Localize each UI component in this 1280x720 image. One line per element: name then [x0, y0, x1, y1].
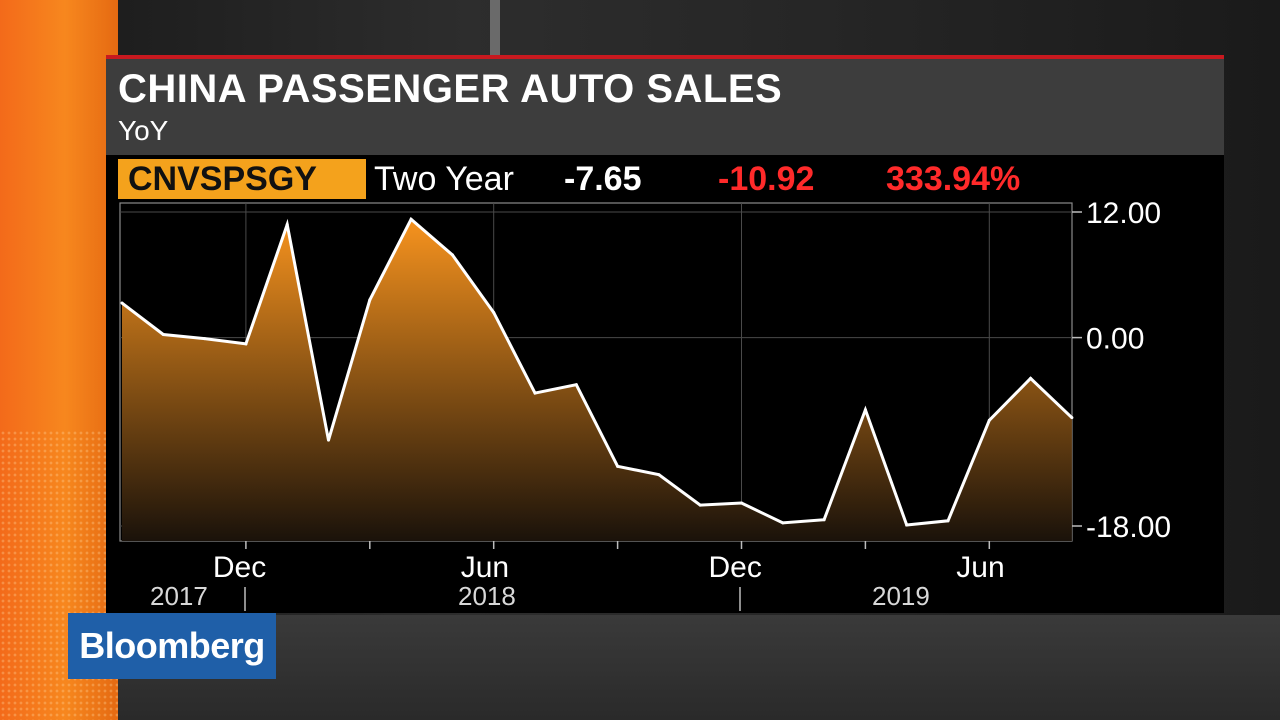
data-point-2019-02 — [822, 518, 826, 522]
data-point-2019-01 — [781, 521, 785, 525]
data-point-2018-11 — [698, 503, 702, 507]
ticker-symbol-badge: CNVSPSGY — [118, 159, 366, 199]
data-point-2018-04 — [409, 217, 413, 221]
data-point-2018-07 — [533, 391, 537, 395]
data-point-2018-06 — [492, 310, 496, 314]
data-point-2018-02 — [327, 438, 330, 442]
series-area — [122, 219, 1072, 542]
data-point-2019-07 — [1029, 376, 1033, 380]
last-value: -7.65 — [564, 160, 642, 198]
data-point-2018-05 — [450, 253, 454, 257]
period-label: Two Year — [374, 160, 514, 198]
net-change: -10.92 — [718, 160, 815, 198]
data-point-2017-11 — [203, 337, 207, 341]
area-chart: 12.00 0.00 -18.00 Dec Jun Dec Jun 2017 2018 2019 — [119, 197, 1171, 611]
bloomberg-logo: Bloomberg — [68, 613, 276, 679]
chart-subtitle: YoY — [118, 115, 169, 146]
data-point-2018-01 — [285, 223, 289, 227]
data-point-2017-10 — [161, 332, 165, 336]
ytick-label-0: 12.00 — [1086, 197, 1161, 230]
ticker-row: CNVSPSGY Two Year -7.65 -10.92 333.94% — [106, 155, 1224, 203]
data-point-2018-09 — [616, 464, 620, 468]
background-post — [490, 0, 500, 55]
background-floor — [118, 615, 1280, 720]
data-point-2019-03 — [863, 408, 867, 412]
background-orange-panel — [0, 0, 118, 720]
year-label-0: 2017 — [150, 581, 208, 611]
data-point-2018-08 — [574, 383, 578, 387]
data-point-2019-06 — [987, 418, 991, 422]
xtick-label-1: Jun — [461, 551, 509, 584]
data-point-2018-12 — [740, 501, 743, 505]
data-point-2019-08 — [1070, 416, 1074, 420]
data-point-2017-09 — [120, 301, 124, 305]
xtick-label-3: Jun — [956, 551, 1004, 584]
year-label-2: 2019 — [872, 581, 930, 611]
percent-change: 333.94% — [886, 160, 1021, 198]
title-panel: CHINA PASSENGER AUTO SALES YoY — [106, 55, 1224, 159]
data-point-2017-12 — [244, 342, 248, 346]
xtick-label-0: Dec — [213, 551, 266, 584]
ytick-label-2: -18.00 — [1086, 511, 1171, 544]
year-label-1: 2018 — [458, 581, 516, 611]
data-point-2018-03 — [368, 298, 372, 302]
chart-title: CHINA PASSENGER AUTO SALES — [118, 67, 783, 111]
ytick-label-1: 0.00 — [1086, 323, 1144, 356]
data-point-2019-05 — [946, 519, 950, 523]
series-line — [121, 216, 1073, 527]
xtick-label-2: Dec — [709, 551, 762, 584]
data-point-2019-04 — [905, 523, 909, 527]
data-point-2018-10 — [657, 473, 661, 477]
chart-board: 12.00 0.00 -18.00 Dec Jun Dec Jun 2017 2018 2019 … — [106, 155, 1224, 613]
